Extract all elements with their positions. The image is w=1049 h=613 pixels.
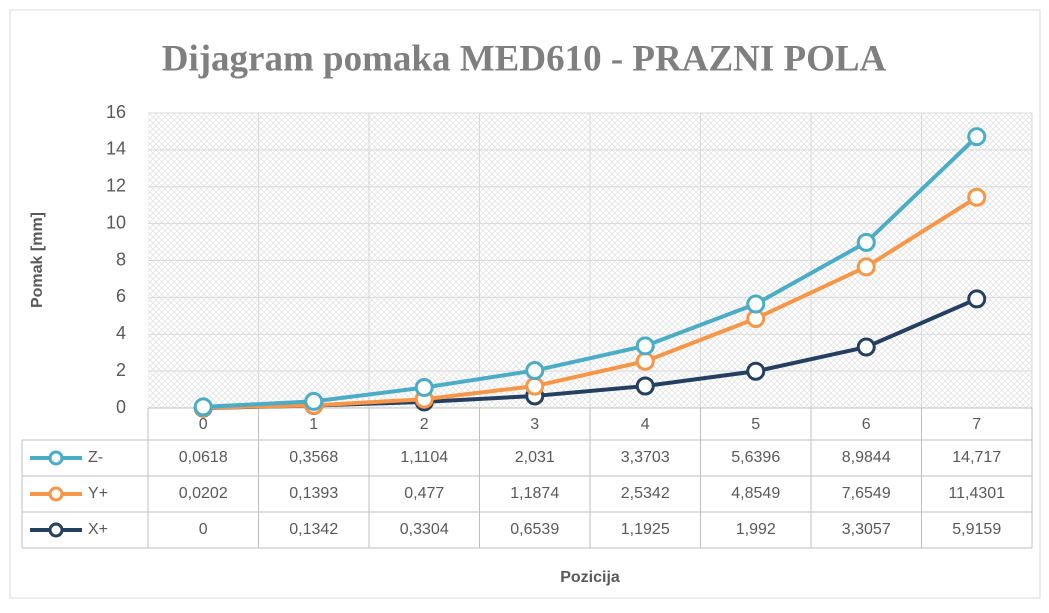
data-point (635, 351, 655, 371)
data-point (967, 289, 987, 309)
table-value: 5,6396 (731, 449, 780, 466)
y-tick-label: 6 (116, 286, 126, 306)
table-value: 1,1104 (400, 449, 448, 466)
table-value: 0,0618 (179, 449, 228, 466)
legend-label: Z- (88, 449, 103, 466)
table-value: 1,1925 (621, 521, 670, 538)
legend-label: X+ (88, 521, 108, 538)
table-value: 3,3057 (842, 521, 891, 538)
table-value: 7,6549 (842, 485, 891, 502)
y-tick-label: 14 (106, 139, 126, 159)
x-tick-label: 5 (751, 416, 760, 433)
table-value: 0,1342 (289, 521, 338, 538)
x-tick-label: 2 (420, 416, 429, 433)
table-value: 2,5342 (621, 485, 670, 502)
y-tick-label: 10 (106, 212, 126, 232)
data-point (856, 232, 876, 252)
data-point (304, 391, 324, 411)
data-point (193, 397, 213, 417)
y-tick-label: 0 (116, 397, 126, 417)
y-tick-label: 16 (106, 102, 126, 122)
x-tick-label: 3 (530, 416, 539, 433)
legend-label: Y+ (88, 485, 108, 502)
y-tick-label: 4 (116, 323, 126, 343)
x-tick-label: 6 (862, 416, 871, 433)
table-value: 2,031 (515, 449, 555, 466)
table-value: 0,1393 (289, 485, 338, 502)
data-point (967, 127, 987, 147)
data-point (414, 378, 434, 398)
y-tick-label: 12 (106, 176, 126, 196)
data-point (525, 361, 545, 381)
table-value: 0,477 (404, 485, 444, 502)
series-line (203, 195, 978, 410)
table-value: 5,9159 (952, 521, 1001, 538)
y-tick-label: 8 (116, 249, 126, 269)
table-value: 0 (199, 521, 208, 538)
table-value: 14,717 (952, 449, 1001, 466)
x-tick-label: 7 (972, 416, 981, 433)
data-point (746, 294, 766, 314)
table-value: 4,8549 (731, 485, 780, 502)
legend-marker (48, 522, 64, 538)
x-axis-title: Pozicija (560, 569, 620, 586)
data-point (856, 257, 876, 277)
x-tick-label: 0 (199, 416, 208, 433)
table-value: 1,992 (736, 521, 776, 538)
table-value: 0,6539 (510, 521, 559, 538)
data-point (525, 376, 545, 396)
table-value: 0,3568 (289, 449, 338, 466)
data-point (635, 336, 655, 356)
data-point (635, 376, 655, 396)
chart-title: Dijagram pomaka MED610 - PRAZNI POLA (162, 38, 887, 79)
table-value: 3,3703 (621, 449, 670, 466)
table-value: 0,0202 (179, 485, 228, 502)
x-tick-label: 4 (641, 416, 650, 433)
y-axis-title: Pomak [mm] (29, 212, 46, 308)
data-point (967, 187, 987, 207)
x-tick-label: 1 (309, 416, 318, 433)
table-value: 0,3304 (400, 521, 449, 538)
y-tick-label: 2 (116, 360, 126, 380)
table-value: 11,4301 (948, 485, 1005, 502)
legend-marker (48, 450, 64, 466)
series-line (203, 135, 979, 409)
table-value: 8,9844 (842, 449, 891, 466)
legend-marker (48, 486, 64, 502)
table-value: 1,1874 (510, 485, 559, 502)
data-point (856, 337, 876, 357)
data-point (746, 361, 766, 381)
